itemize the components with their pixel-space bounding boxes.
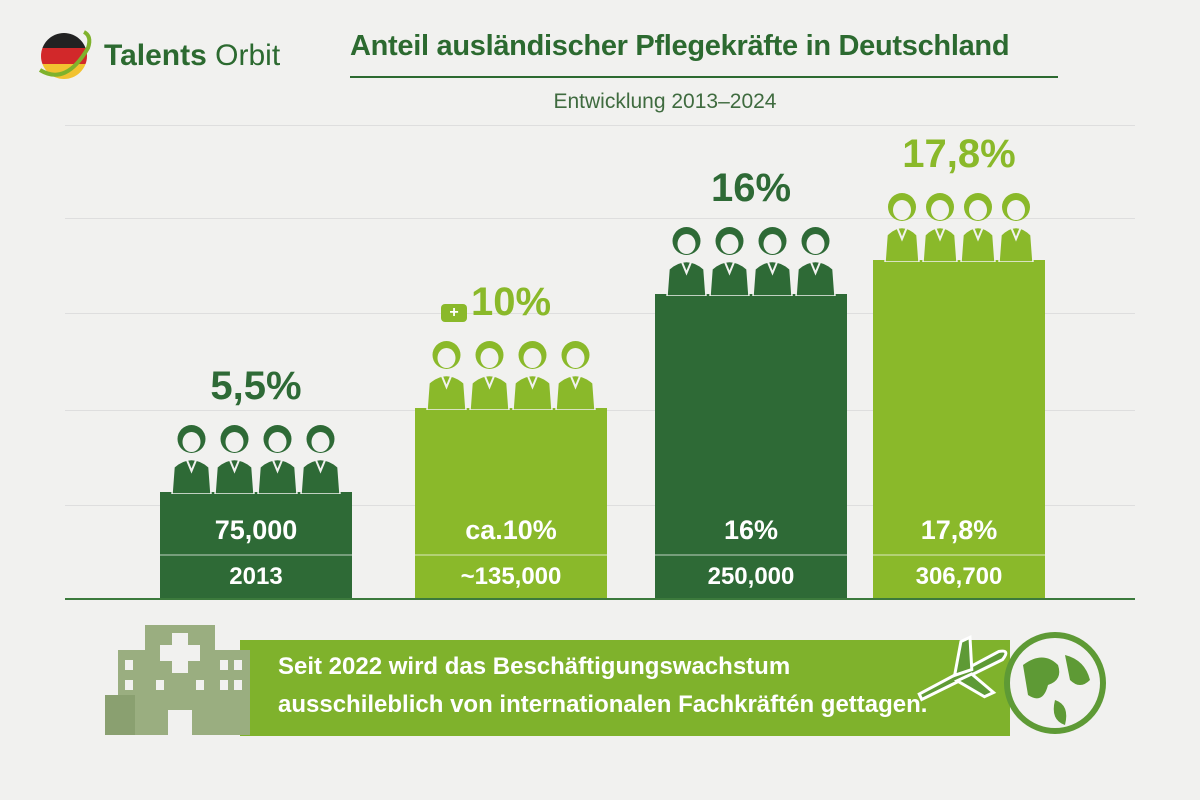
nurse-icon bbox=[709, 227, 750, 296]
bar-bottom-label: 250,000 bbox=[655, 554, 847, 598]
chart-title: Anteil ausländischer Pflegekräfte in Deu… bbox=[350, 30, 1010, 62]
globe-plane-icon bbox=[917, 632, 1106, 734]
banner-line-2: ausschileblich von internationalen Fachk… bbox=[278, 691, 928, 718]
logo-brand-bold: Talents bbox=[104, 39, 207, 72]
bar-bottom-label: ~135,000 bbox=[415, 554, 607, 598]
nurse-icon bbox=[214, 425, 255, 494]
medical-kit-icon: + bbox=[441, 304, 467, 322]
bar-inner-label: 16% bbox=[723, 515, 779, 545]
logo-brand-light: Orbit bbox=[215, 39, 281, 72]
nurses-group-icon bbox=[426, 341, 596, 410]
bar-top-label: 5,5% bbox=[210, 364, 302, 408]
info-banner bbox=[240, 640, 1010, 736]
hospital-icon bbox=[105, 625, 250, 735]
gridline bbox=[65, 218, 1135, 219]
bar-inner-label: ca.10% bbox=[465, 515, 557, 545]
bar-2013: 75,000 2013 bbox=[160, 492, 352, 598]
bar-bottom-label: 306,700 bbox=[873, 553, 1045, 598]
nurse-icon bbox=[884, 192, 920, 262]
nurses-group-icon bbox=[884, 192, 1034, 262]
nurse-icon bbox=[666, 227, 707, 296]
nurse-icon bbox=[426, 341, 467, 410]
nurse-icon bbox=[922, 192, 958, 262]
bar-250000: 16% 250,000 bbox=[655, 294, 847, 598]
title-rule bbox=[350, 76, 1058, 78]
chart-subtitle: Entwicklung 2013–2024 bbox=[553, 90, 777, 113]
gridline bbox=[65, 313, 1135, 314]
nurses-group-icon bbox=[666, 227, 836, 296]
nurse-icon bbox=[171, 425, 212, 494]
nurse-icon bbox=[555, 341, 596, 410]
bar-306700: 17,8% 306,700 bbox=[873, 259, 1045, 598]
bar-top-label: 16% bbox=[710, 166, 792, 210]
nurse-icon bbox=[795, 227, 836, 296]
banner-line-1: Seit 2022 wird das Beschäftigungswachstu… bbox=[278, 653, 791, 680]
germany-globe-icon bbox=[38, 30, 92, 79]
logo: Talents Orbit bbox=[36, 28, 280, 84]
baseline bbox=[65, 598, 1135, 600]
bar-inner-label: 17,8% bbox=[920, 514, 998, 545]
bar-inner-label: 75,000 bbox=[214, 515, 298, 545]
airplane-icon bbox=[917, 634, 1008, 702]
bar-135000: ca.10% ~135,000 bbox=[415, 408, 607, 598]
nurses-group-icon bbox=[171, 425, 341, 494]
nurse-icon bbox=[257, 425, 298, 494]
bar-top-label: 17,8% bbox=[902, 131, 1016, 176]
nurse-icon bbox=[300, 425, 341, 494]
nurse-icon bbox=[752, 227, 793, 296]
nurse-icon bbox=[469, 341, 510, 410]
bar-top-label: 10% bbox=[470, 280, 552, 324]
nurse-icon bbox=[998, 192, 1034, 262]
nurse-icon bbox=[960, 192, 996, 262]
nurse-icon bbox=[512, 341, 553, 410]
gridline bbox=[65, 125, 1135, 126]
bar-bottom-label: 2013 bbox=[160, 554, 352, 598]
